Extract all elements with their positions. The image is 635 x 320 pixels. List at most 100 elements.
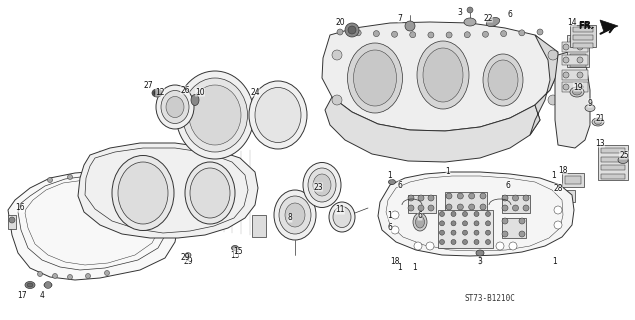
Circle shape — [439, 212, 444, 217]
Bar — [408, 195, 436, 213]
Circle shape — [577, 72, 583, 78]
Text: 20: 20 — [335, 18, 345, 27]
Bar — [601, 165, 625, 170]
Circle shape — [451, 221, 456, 226]
Polygon shape — [78, 143, 258, 238]
Polygon shape — [555, 50, 590, 148]
Bar — [570, 46, 586, 51]
Bar — [562, 42, 588, 52]
Ellipse shape — [570, 87, 584, 97]
Circle shape — [37, 271, 43, 276]
Circle shape — [509, 242, 517, 250]
Text: 1: 1 — [552, 258, 558, 267]
Ellipse shape — [329, 202, 355, 232]
Circle shape — [554, 206, 562, 214]
Circle shape — [410, 32, 416, 38]
Bar — [562, 70, 588, 80]
Text: 8: 8 — [288, 213, 292, 222]
Circle shape — [577, 57, 583, 63]
Text: 6: 6 — [387, 223, 392, 233]
Bar — [601, 148, 625, 153]
Circle shape — [439, 221, 444, 226]
Bar — [601, 174, 625, 179]
Text: 29: 29 — [180, 253, 190, 262]
Bar — [573, 35, 593, 40]
Ellipse shape — [156, 85, 194, 129]
Circle shape — [502, 218, 508, 224]
Circle shape — [474, 221, 479, 226]
Text: 24: 24 — [250, 87, 260, 97]
Bar — [570, 54, 586, 59]
Text: 10: 10 — [195, 87, 205, 97]
Ellipse shape — [285, 203, 305, 227]
Text: 6: 6 — [505, 180, 511, 189]
Text: 1: 1 — [387, 211, 392, 220]
Circle shape — [500, 31, 507, 36]
Ellipse shape — [25, 282, 35, 289]
Text: 12: 12 — [155, 87, 164, 97]
Text: FR.: FR. — [578, 20, 595, 29]
Circle shape — [418, 195, 424, 201]
Text: 17: 17 — [17, 291, 27, 300]
Polygon shape — [378, 172, 574, 256]
Polygon shape — [600, 20, 618, 32]
Bar — [573, 27, 593, 32]
Ellipse shape — [488, 60, 518, 100]
Text: 3: 3 — [458, 7, 462, 17]
Circle shape — [496, 242, 504, 250]
Circle shape — [345, 23, 359, 37]
Bar — [445, 192, 487, 224]
Text: 15: 15 — [233, 247, 243, 257]
Text: 1: 1 — [413, 263, 417, 273]
Text: 4: 4 — [39, 291, 44, 300]
Bar — [570, 38, 586, 43]
Ellipse shape — [44, 283, 52, 287]
Ellipse shape — [185, 253, 191, 257]
Circle shape — [451, 230, 456, 235]
Ellipse shape — [308, 168, 336, 202]
Circle shape — [486, 221, 490, 226]
Circle shape — [451, 212, 456, 217]
Ellipse shape — [585, 105, 595, 111]
Circle shape — [428, 205, 434, 211]
Bar — [502, 195, 530, 213]
Ellipse shape — [112, 156, 174, 230]
Circle shape — [405, 21, 415, 31]
Circle shape — [577, 84, 583, 90]
Circle shape — [474, 230, 479, 235]
Text: ST73-B1210C: ST73-B1210C — [465, 294, 516, 303]
Circle shape — [408, 205, 414, 211]
Bar — [565, 176, 581, 184]
Circle shape — [457, 215, 464, 221]
Circle shape — [523, 205, 529, 211]
Text: 29: 29 — [183, 258, 193, 267]
Circle shape — [439, 239, 444, 244]
Circle shape — [563, 57, 569, 63]
Circle shape — [480, 193, 486, 199]
Circle shape — [469, 215, 475, 221]
Circle shape — [486, 212, 490, 217]
Circle shape — [519, 218, 525, 224]
Text: 1: 1 — [446, 166, 450, 175]
Ellipse shape — [190, 168, 230, 218]
Circle shape — [53, 274, 58, 278]
Bar — [570, 25, 596, 47]
Circle shape — [462, 212, 467, 217]
Circle shape — [469, 204, 475, 210]
Circle shape — [355, 30, 361, 36]
Ellipse shape — [413, 213, 427, 231]
Ellipse shape — [189, 85, 241, 145]
Circle shape — [107, 174, 112, 180]
Text: 21: 21 — [595, 114, 605, 123]
Ellipse shape — [249, 81, 307, 149]
Text: 18: 18 — [558, 165, 568, 174]
Circle shape — [457, 193, 464, 199]
Text: 3: 3 — [478, 258, 483, 267]
Ellipse shape — [389, 180, 396, 185]
Circle shape — [462, 230, 467, 235]
Ellipse shape — [161, 91, 189, 124]
Circle shape — [67, 275, 72, 279]
Circle shape — [332, 50, 342, 60]
Ellipse shape — [476, 250, 484, 256]
Text: 9: 9 — [587, 99, 592, 108]
